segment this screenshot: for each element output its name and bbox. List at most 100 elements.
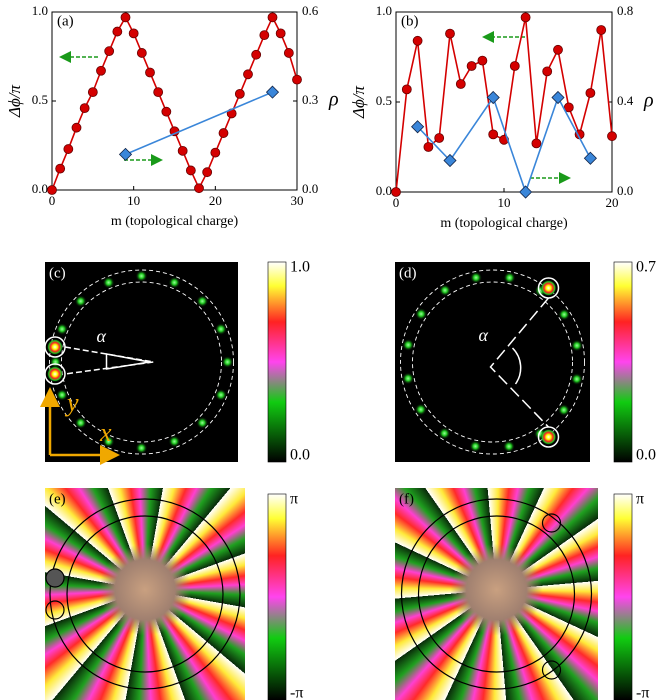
colorbar-label: -π	[636, 685, 649, 700]
y-tick-label: 0.0	[32, 181, 48, 196]
y2-tick-label: 0.0	[302, 181, 318, 196]
marker	[267, 86, 279, 98]
marker	[586, 89, 595, 98]
angle-label: α	[479, 325, 489, 345]
intensity-map	[395, 262, 590, 462]
colorbar	[268, 494, 286, 700]
spot	[75, 417, 87, 429]
x-axis-label: m (topological charge)	[111, 214, 239, 229]
panel-label: (a)	[57, 13, 74, 29]
marker	[467, 62, 476, 71]
marker	[162, 107, 171, 116]
marker	[268, 13, 277, 22]
spot	[196, 295, 208, 307]
marker	[113, 27, 122, 36]
colorbar-label: -π	[290, 685, 303, 700]
y2-tick-label: 0.0	[617, 183, 633, 198]
canvas: 01020300.00.51.00.00.30.6(a)m (topologic…	[0, 0, 660, 700]
y2-axis-label: ρ	[643, 90, 654, 112]
spot-bright	[541, 280, 557, 296]
marker	[235, 89, 244, 98]
marker	[129, 29, 138, 38]
x-axis-label: m (topological charge)	[440, 216, 568, 231]
spot	[168, 435, 180, 447]
spot	[571, 340, 583, 352]
marker-ring	[46, 569, 64, 587]
angle-label: α	[97, 326, 107, 346]
marker	[510, 62, 519, 71]
marker	[244, 70, 253, 79]
ring	[67, 516, 223, 672]
spot	[571, 373, 583, 385]
spot	[222, 356, 234, 368]
marker	[211, 148, 220, 157]
marker	[597, 26, 606, 35]
spot	[503, 440, 515, 452]
marker	[80, 104, 89, 113]
panel-label: (f)	[399, 491, 414, 507]
marker	[146, 68, 155, 77]
y-axis-label: Δϕ/π	[5, 85, 24, 118]
marker	[154, 88, 163, 97]
marker	[402, 85, 411, 94]
ring	[419, 516, 575, 672]
spot-bright	[47, 339, 63, 355]
y-tick-label: 1.0	[376, 3, 392, 18]
marker	[137, 48, 146, 57]
marker	[72, 123, 81, 132]
spot	[196, 417, 208, 429]
spot	[56, 323, 68, 335]
spot-bright	[541, 429, 557, 445]
spot	[558, 308, 570, 320]
marker	[521, 13, 530, 22]
x-tick-label: 20	[209, 193, 222, 208]
spot	[136, 270, 148, 282]
marker	[120, 148, 132, 160]
colorbar-label: 0.0	[290, 447, 310, 464]
spot	[504, 272, 516, 284]
plot-frame	[396, 12, 612, 192]
marker	[252, 50, 261, 59]
x-tick-label: 0	[49, 193, 56, 208]
marker	[392, 188, 401, 197]
panel-label: (c)	[49, 265, 66, 281]
intensity-map	[45, 262, 238, 462]
colorbar	[614, 262, 632, 462]
marker	[413, 36, 422, 45]
colorbar-label: π	[636, 491, 644, 508]
spot	[168, 277, 180, 289]
marker	[260, 31, 269, 40]
marker	[435, 134, 444, 143]
marker	[554, 45, 563, 54]
spot	[75, 295, 87, 307]
y2-tick-label: 0.3	[302, 92, 318, 107]
marker	[56, 164, 65, 173]
y2-tick-label: 0.4	[617, 93, 634, 108]
marker	[203, 168, 212, 177]
x-tick-label: 0	[393, 195, 400, 210]
marker	[64, 145, 73, 154]
colorbar	[268, 262, 286, 462]
marker	[456, 80, 465, 89]
marker	[178, 146, 187, 155]
series-line	[418, 98, 591, 193]
marker	[276, 29, 285, 38]
marker	[284, 48, 293, 57]
y2-axis-label: ρ	[328, 89, 339, 111]
marker	[105, 47, 114, 56]
spot	[415, 308, 427, 320]
ring	[402, 499, 592, 689]
x-tick-label: 10	[127, 193, 140, 208]
x-tick-label: 10	[498, 195, 511, 210]
spot-bright	[47, 366, 63, 382]
colorbar-label: π	[290, 491, 298, 508]
y2-tick-label: 0.8	[617, 3, 633, 18]
colorbar	[614, 494, 632, 700]
ring	[50, 499, 240, 689]
spot	[469, 440, 481, 452]
colorbar-label: 1.0	[290, 259, 310, 276]
marker	[608, 132, 617, 141]
marker	[186, 166, 195, 175]
marker	[520, 186, 532, 198]
spot	[558, 404, 570, 416]
